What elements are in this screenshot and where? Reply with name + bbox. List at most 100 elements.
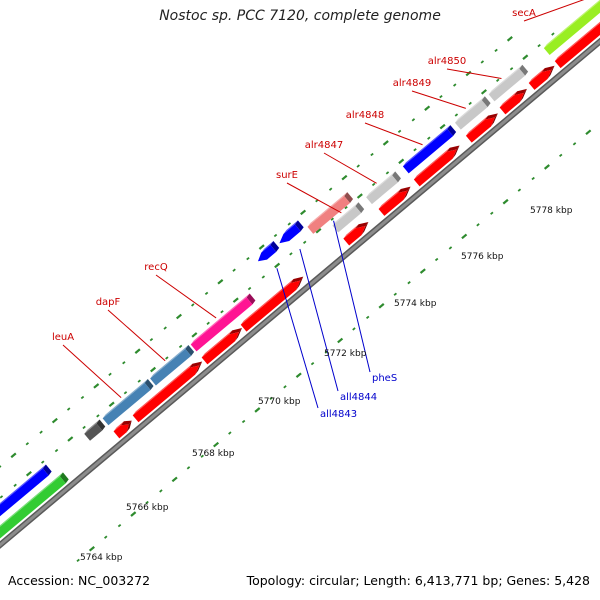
gene-alr4849 xyxy=(454,96,491,130)
leader-alr4849 xyxy=(411,90,466,109)
scale-label: 5768 kbp xyxy=(192,449,235,459)
cds-forward-9 xyxy=(499,88,527,115)
gene-all4844 xyxy=(279,220,304,244)
scale-label: 5774 kbp xyxy=(394,299,437,309)
tick-mark xyxy=(163,326,167,330)
tick-mark xyxy=(352,327,356,331)
gene-unnamed-dark xyxy=(84,419,106,441)
tick-mark xyxy=(289,252,293,256)
leader-alr4847 xyxy=(323,152,377,184)
cds-forward-3 xyxy=(201,328,243,365)
tick-mark xyxy=(344,205,348,210)
tick-mark xyxy=(496,78,500,82)
tick-mark xyxy=(439,123,446,130)
tick-marks xyxy=(0,32,592,563)
gene-labels: leuA dapF recQ surE alr4847 alr4848 alr4849 alr… xyxy=(52,0,585,420)
tick-mark xyxy=(407,281,411,285)
gene-recQ xyxy=(190,293,256,352)
tick-mark xyxy=(145,500,149,505)
cds-forward-7 xyxy=(413,145,460,187)
gene-alr4850 xyxy=(488,64,529,102)
tick-mark xyxy=(149,337,154,342)
tick-mark xyxy=(10,452,17,459)
tick-mark xyxy=(370,152,374,157)
tick-mark xyxy=(522,54,529,60)
tick-mark xyxy=(517,188,522,192)
tick-mark xyxy=(531,176,535,181)
tick-mark xyxy=(509,67,514,71)
tick-mark xyxy=(300,209,307,216)
tick-mark xyxy=(39,430,43,434)
tick-mark xyxy=(96,414,100,418)
tick-mark xyxy=(506,36,513,42)
leader-surE xyxy=(286,182,342,214)
accession-value: NC_003272 xyxy=(78,573,151,588)
tick-mark xyxy=(419,268,426,274)
tick-mark xyxy=(80,395,85,400)
tick-mark xyxy=(220,310,224,314)
tick-mark xyxy=(258,244,265,250)
tick-mark xyxy=(51,417,58,424)
tick-mark xyxy=(468,101,472,106)
gene-label-alr4850: alr4850 xyxy=(428,56,466,67)
tick-mark xyxy=(117,523,122,528)
tick-mark xyxy=(217,279,224,285)
scale-label: 5772 kbp xyxy=(324,349,367,359)
gene-label-all4844: all4844 xyxy=(340,392,377,403)
length-value: 6,413,771 bp xyxy=(414,573,499,588)
cds-forward-10 xyxy=(528,65,555,90)
tick-mark xyxy=(261,275,266,279)
tick-mark xyxy=(537,43,541,48)
tick-mark xyxy=(25,442,30,446)
tick-mark xyxy=(356,164,360,168)
genes-value: 5,428 xyxy=(554,573,590,588)
tick-mark xyxy=(67,436,74,442)
gene-unnamed-blue xyxy=(0,464,52,517)
tick-mark xyxy=(295,372,302,378)
tick-mark xyxy=(382,140,389,146)
backbone-line xyxy=(0,39,600,547)
tick-mark xyxy=(453,83,457,87)
cds-forward-11 xyxy=(554,21,600,69)
tick-mark xyxy=(476,223,480,227)
tick-mark xyxy=(365,315,370,320)
length-label: Length: xyxy=(363,573,411,588)
topology-label: Topology: xyxy=(246,573,306,588)
tick-mark xyxy=(150,366,157,373)
genome-stats: Topology: circular; Length: 6,413,771 bp… xyxy=(246,573,590,588)
gene-features xyxy=(0,0,600,539)
leader-dapF xyxy=(107,309,166,362)
tick-mark xyxy=(480,60,485,64)
tick-mark xyxy=(241,419,246,424)
tick-mark xyxy=(130,511,137,517)
scale-label: 5778 kbp xyxy=(530,206,573,216)
tick-mark xyxy=(411,118,416,122)
tick-mark xyxy=(82,425,86,430)
leader-secA xyxy=(523,0,585,22)
tick-mark xyxy=(337,337,344,344)
gene-label-surE: surE xyxy=(276,170,298,181)
tick-mark xyxy=(25,470,32,477)
cds-forward-5 xyxy=(343,221,369,246)
tick-mark xyxy=(175,313,182,320)
tick-mark xyxy=(385,171,390,175)
gene-label-alr4848: alr4848 xyxy=(346,110,384,121)
tick-mark xyxy=(165,356,169,360)
tick-mark xyxy=(559,153,563,158)
map-title: Nostoc sp. PCC 7120, complete genome xyxy=(159,8,441,24)
tick-mark xyxy=(454,113,459,117)
accession-info: Accession: NC_003272 xyxy=(8,573,150,588)
gene-leuA xyxy=(102,379,154,426)
gene-dapF xyxy=(150,344,195,386)
tick-mark xyxy=(186,466,191,470)
gene-alr4848 xyxy=(402,125,457,174)
tick-mark xyxy=(134,348,141,354)
scale-label: 5770 kbp xyxy=(258,397,301,407)
gene-label-alr4849: alr4849 xyxy=(393,78,431,89)
tick-mark xyxy=(398,158,405,165)
tick-mark xyxy=(315,227,322,234)
tick-mark xyxy=(246,256,250,261)
tick-mark xyxy=(397,129,402,134)
tick-mark xyxy=(585,129,592,136)
